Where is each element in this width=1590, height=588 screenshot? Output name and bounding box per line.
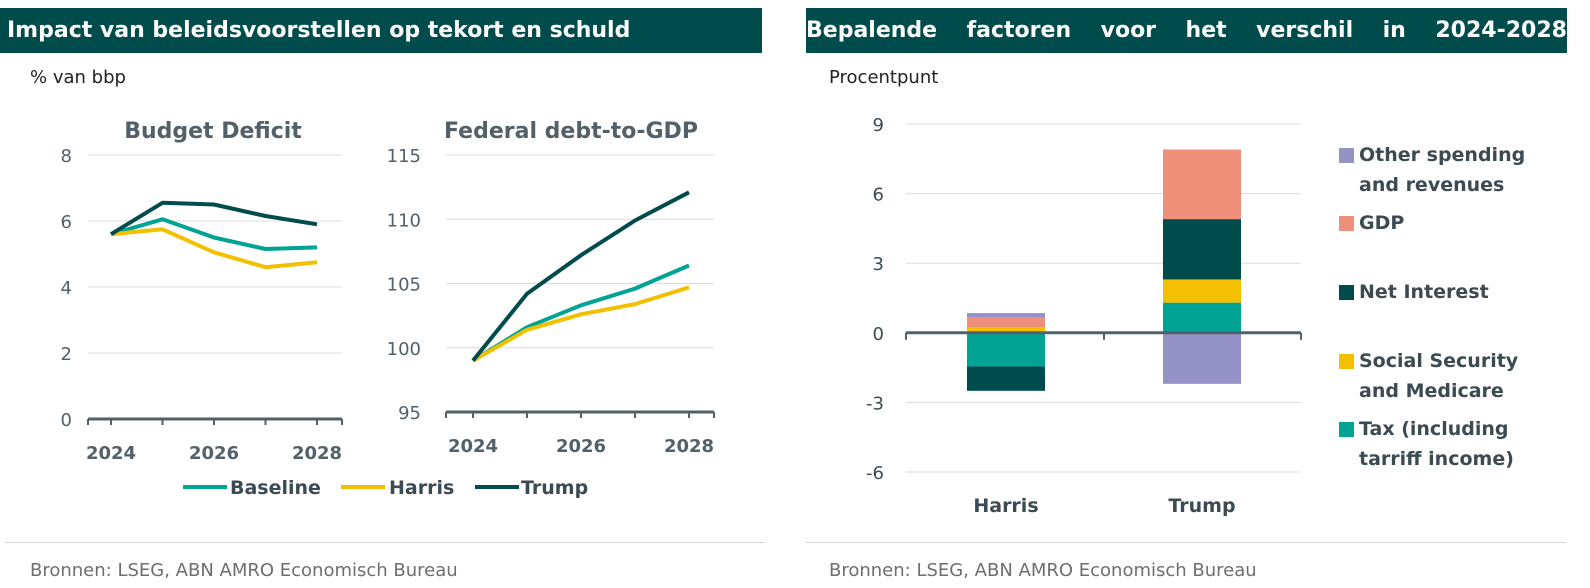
legend-swatch-other <box>1339 148 1354 163</box>
legend-label-baseline: Baseline <box>230 477 321 499</box>
x-tick-label: 2024 <box>86 443 136 464</box>
y-tick-label: 2 <box>61 344 72 365</box>
y-tick-label: 115 <box>387 146 421 167</box>
banner-word: Bepalende <box>806 18 938 43</box>
left-unit-label: % van bbp <box>30 67 126 88</box>
right-panel: Bepalende factoren voor het verschil in … <box>806 0 1590 588</box>
legend-label-tax: Tax (including tarriff income) <box>1359 418 1514 470</box>
legend-label-social-security: Social Security and Medicare <box>1359 350 1519 402</box>
legend-label-net-interest: Net Interest <box>1359 281 1489 303</box>
left-source: Bronnen: LSEG, ABN AMRO Economisch Burea… <box>30 560 458 581</box>
x-tick-label: 2028 <box>292 443 342 464</box>
bar-segment <box>1163 219 1241 280</box>
bar-segment <box>1163 302 1241 333</box>
series-line-baseline <box>110 217 318 251</box>
x-tick-label: 2026 <box>556 436 606 457</box>
chart-title: Federal debt-to-GDP <box>444 119 698 144</box>
banner-word: verschil <box>1256 18 1354 43</box>
y-tick-label: 6 <box>873 185 884 206</box>
y-tick-label: 6 <box>61 212 72 233</box>
banner-word: factoren <box>966 18 1072 43</box>
y-tick-label: 0 <box>61 410 72 431</box>
legend-swatch-net-interest <box>1339 285 1354 300</box>
y-tick-label: -3 <box>866 393 884 414</box>
line-charts: Budget Deficit 0 2 4 6 8 2024 2026 2028 Federal d… <box>61 119 715 499</box>
left-separator <box>5 542 765 543</box>
bar-segment <box>1163 279 1241 303</box>
y-tick-label: 105 <box>387 275 421 296</box>
legend-swatch-social-security <box>1339 354 1354 369</box>
series-line-trump <box>109 200 318 236</box>
bar-segment <box>967 332 1045 367</box>
y-tick-label: -6 <box>866 463 884 484</box>
chart-title: Budget Deficit <box>124 119 302 144</box>
legend-label-other: Other spending and revenues <box>1359 144 1526 196</box>
bar-segment <box>967 327 1045 333</box>
stacked-bar-chart: 9 6 3 0 -3 -6 Harris Trump <box>866 115 1302 517</box>
left-banner-title: Impact van beleidsvoorstellen op tekort … <box>0 8 762 53</box>
banner-word: 2024-2028 <box>1435 18 1567 43</box>
legend-label-gdp: GDP <box>1359 212 1405 234</box>
series-line-trump <box>471 190 690 362</box>
right-separator <box>806 542 1566 543</box>
bar-segment <box>967 313 1045 318</box>
y-tick-label: 4 <box>61 278 72 299</box>
legend-swatch-tax <box>1339 422 1354 437</box>
right-unit-label: Procentpunt <box>829 67 939 88</box>
x-category-label: Trump <box>1168 495 1235 517</box>
legend-swatch-gdp <box>1339 216 1354 231</box>
y-tick-label: 95 <box>398 403 421 424</box>
series-line-harris <box>472 285 690 363</box>
right-banner-title: Bepalende factoren voor het verschil in … <box>806 8 1567 53</box>
y-tick-label: 110 <box>387 210 421 231</box>
banner-word: voor <box>1100 18 1157 43</box>
right-source: Bronnen: LSEG, ABN AMRO Economisch Burea… <box>829 560 1257 581</box>
bar-segment <box>967 366 1045 391</box>
banner-word: in <box>1382 18 1406 43</box>
y-tick-label: 100 <box>387 339 421 360</box>
bar-segment <box>1163 149 1241 220</box>
left-panel: Impact van beleidsvoorstellen op tekort … <box>0 0 770 588</box>
banner-word: het <box>1185 18 1227 43</box>
legend-label-trump: Trump <box>521 477 588 499</box>
series-line-harris <box>110 227 318 270</box>
y-tick-label: 8 <box>61 146 72 167</box>
x-tick-label: 2028 <box>664 436 714 457</box>
bar-segment <box>1163 332 1241 384</box>
legend-label-harris: Harris <box>389 477 454 499</box>
y-tick-label: 9 <box>873 115 884 136</box>
bar-segment <box>967 317 1045 327</box>
x-tick-label: 2024 <box>448 436 498 457</box>
x-tick-label: 2026 <box>189 443 239 464</box>
x-category-label: Harris <box>973 495 1038 517</box>
y-tick-label: 3 <box>873 254 884 275</box>
y-tick-label: 0 <box>873 324 884 345</box>
